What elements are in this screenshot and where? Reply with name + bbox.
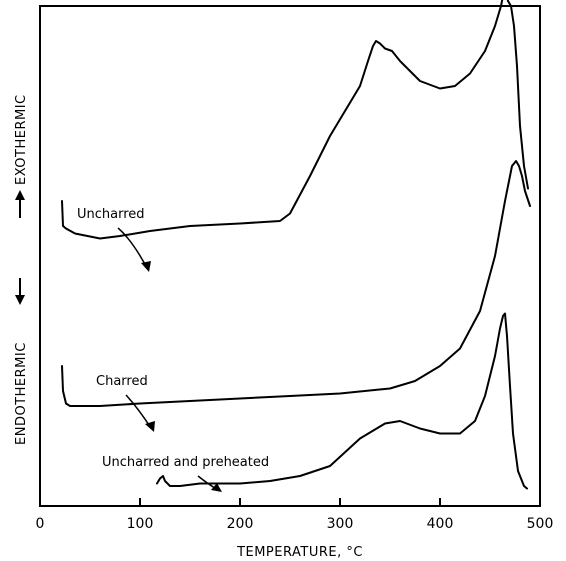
exothermic-label-group: EXOTHERMIC: [14, 94, 29, 218]
x-tick-label-400: 400: [427, 516, 454, 532]
x-axis-tick-labels: 0 100 200 300 400 500: [36, 516, 554, 532]
x-axis-title: TEMPERATURE, °C: [236, 545, 363, 560]
annotation-charred-arrowhead: [145, 421, 155, 432]
endothermic-arrow-head: [15, 295, 25, 305]
x-tick-label-100: 100: [127, 516, 154, 532]
annotation-uncharred: Uncharred: [77, 207, 151, 272]
endothermic-label: ENDOTHERMIC: [14, 342, 29, 445]
annotation-charred: Charred: [96, 374, 155, 432]
series-line-uncharred-and-preheated: [156, 312, 528, 490]
series-curves: [61, 0, 531, 490]
x-tick-label-300: 300: [327, 516, 354, 532]
x-tick-label-200: 200: [227, 516, 254, 532]
x-axis-ticks: [39, 498, 541, 506]
x-tick-label-500: 500: [527, 516, 554, 532]
endothermic-label-group: ENDOTHERMIC: [14, 278, 29, 445]
series-line-uncharred: [61, 0, 529, 240]
annotation-uncharred-arrowhead: [141, 261, 151, 272]
annotation-preheated-arrowhead: [211, 483, 222, 492]
exothermic-label: EXOTHERMIC: [14, 94, 29, 185]
x-tick-label-0: 0: [36, 516, 45, 532]
series-line-charred: [61, 160, 531, 407]
plot-frame: [39, 5, 541, 507]
annotation-preheated: Uncharred and preheated: [102, 455, 269, 492]
annotation-preheated-label: Uncharred and preheated: [102, 455, 269, 470]
annotation-uncharred-label: Uncharred: [77, 207, 145, 222]
annotation-charred-label: Charred: [96, 374, 148, 389]
annotation-charred-arrow: [125, 394, 152, 429]
exothermic-arrow-head: [15, 190, 25, 200]
